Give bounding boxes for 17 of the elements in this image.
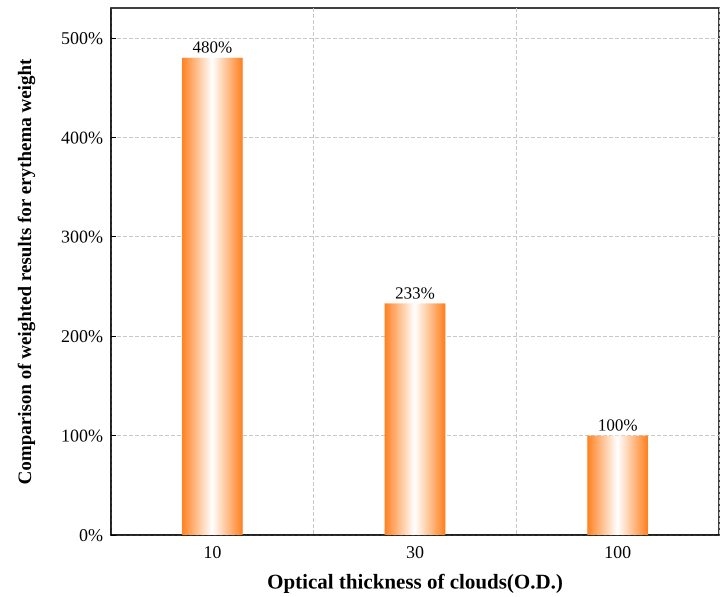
x-tick-label: 100: [604, 542, 632, 562]
y-tick-label: 0%: [79, 525, 103, 545]
y-tick-label: 300%: [61, 226, 103, 247]
x-axis-title: Optical thickness of clouds(O.D.): [267, 570, 563, 594]
bar: [182, 58, 243, 535]
bar: [384, 303, 446, 535]
x-tick-label: 10: [203, 542, 222, 562]
y-tick-label: 200%: [61, 326, 103, 346]
y-tick-label: 100%: [61, 426, 103, 446]
bar: [587, 436, 648, 535]
data-label: 480%: [192, 38, 232, 57]
y-tick-label: 500%: [61, 28, 103, 48]
data-label: 233%: [395, 283, 435, 302]
data-label: 100%: [598, 416, 638, 435]
x-tick-label: 30: [406, 542, 424, 562]
y-tick-label: 400%: [61, 127, 103, 148]
y-axis-title: Comparison of weighted results for erythema weight: [15, 58, 36, 484]
